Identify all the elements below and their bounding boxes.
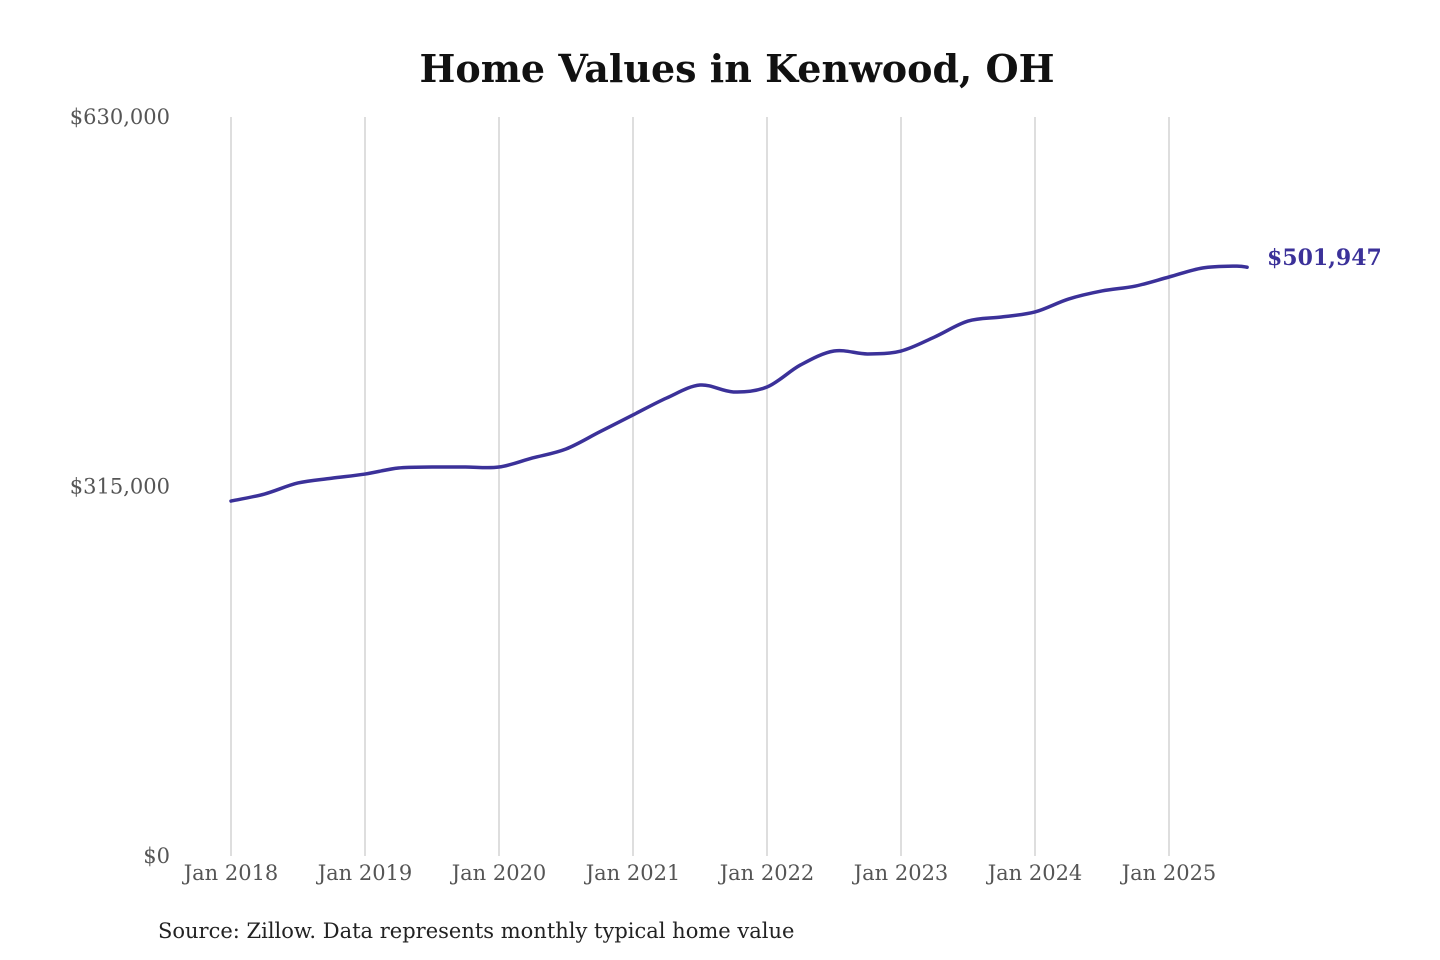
y-tick-label: $630,000 [70,105,170,129]
x-tick-label: Jan 2024 [986,861,1083,885]
x-tick-label: Jan 2025 [1120,861,1217,885]
x-tick-label: Jan 2018 [182,861,279,885]
end-value-label: $501,947 [1267,245,1382,271]
x-tick-label: Jan 2021 [584,861,681,885]
chart-title: Home Values in Kenwood, OH [419,46,1054,91]
x-tick-label: Jan 2022 [718,861,815,885]
x-tick-label: Jan 2023 [852,861,949,885]
source-note: Source: Zillow. Data represents monthly … [158,919,794,943]
y-tick-label: $0 [143,844,170,868]
y-tick-label: $315,000 [70,475,170,499]
series-line [229,264,1249,503]
x-tick-label: Jan 2019 [316,861,413,885]
x-tick-label: Jan 2020 [450,861,547,885]
